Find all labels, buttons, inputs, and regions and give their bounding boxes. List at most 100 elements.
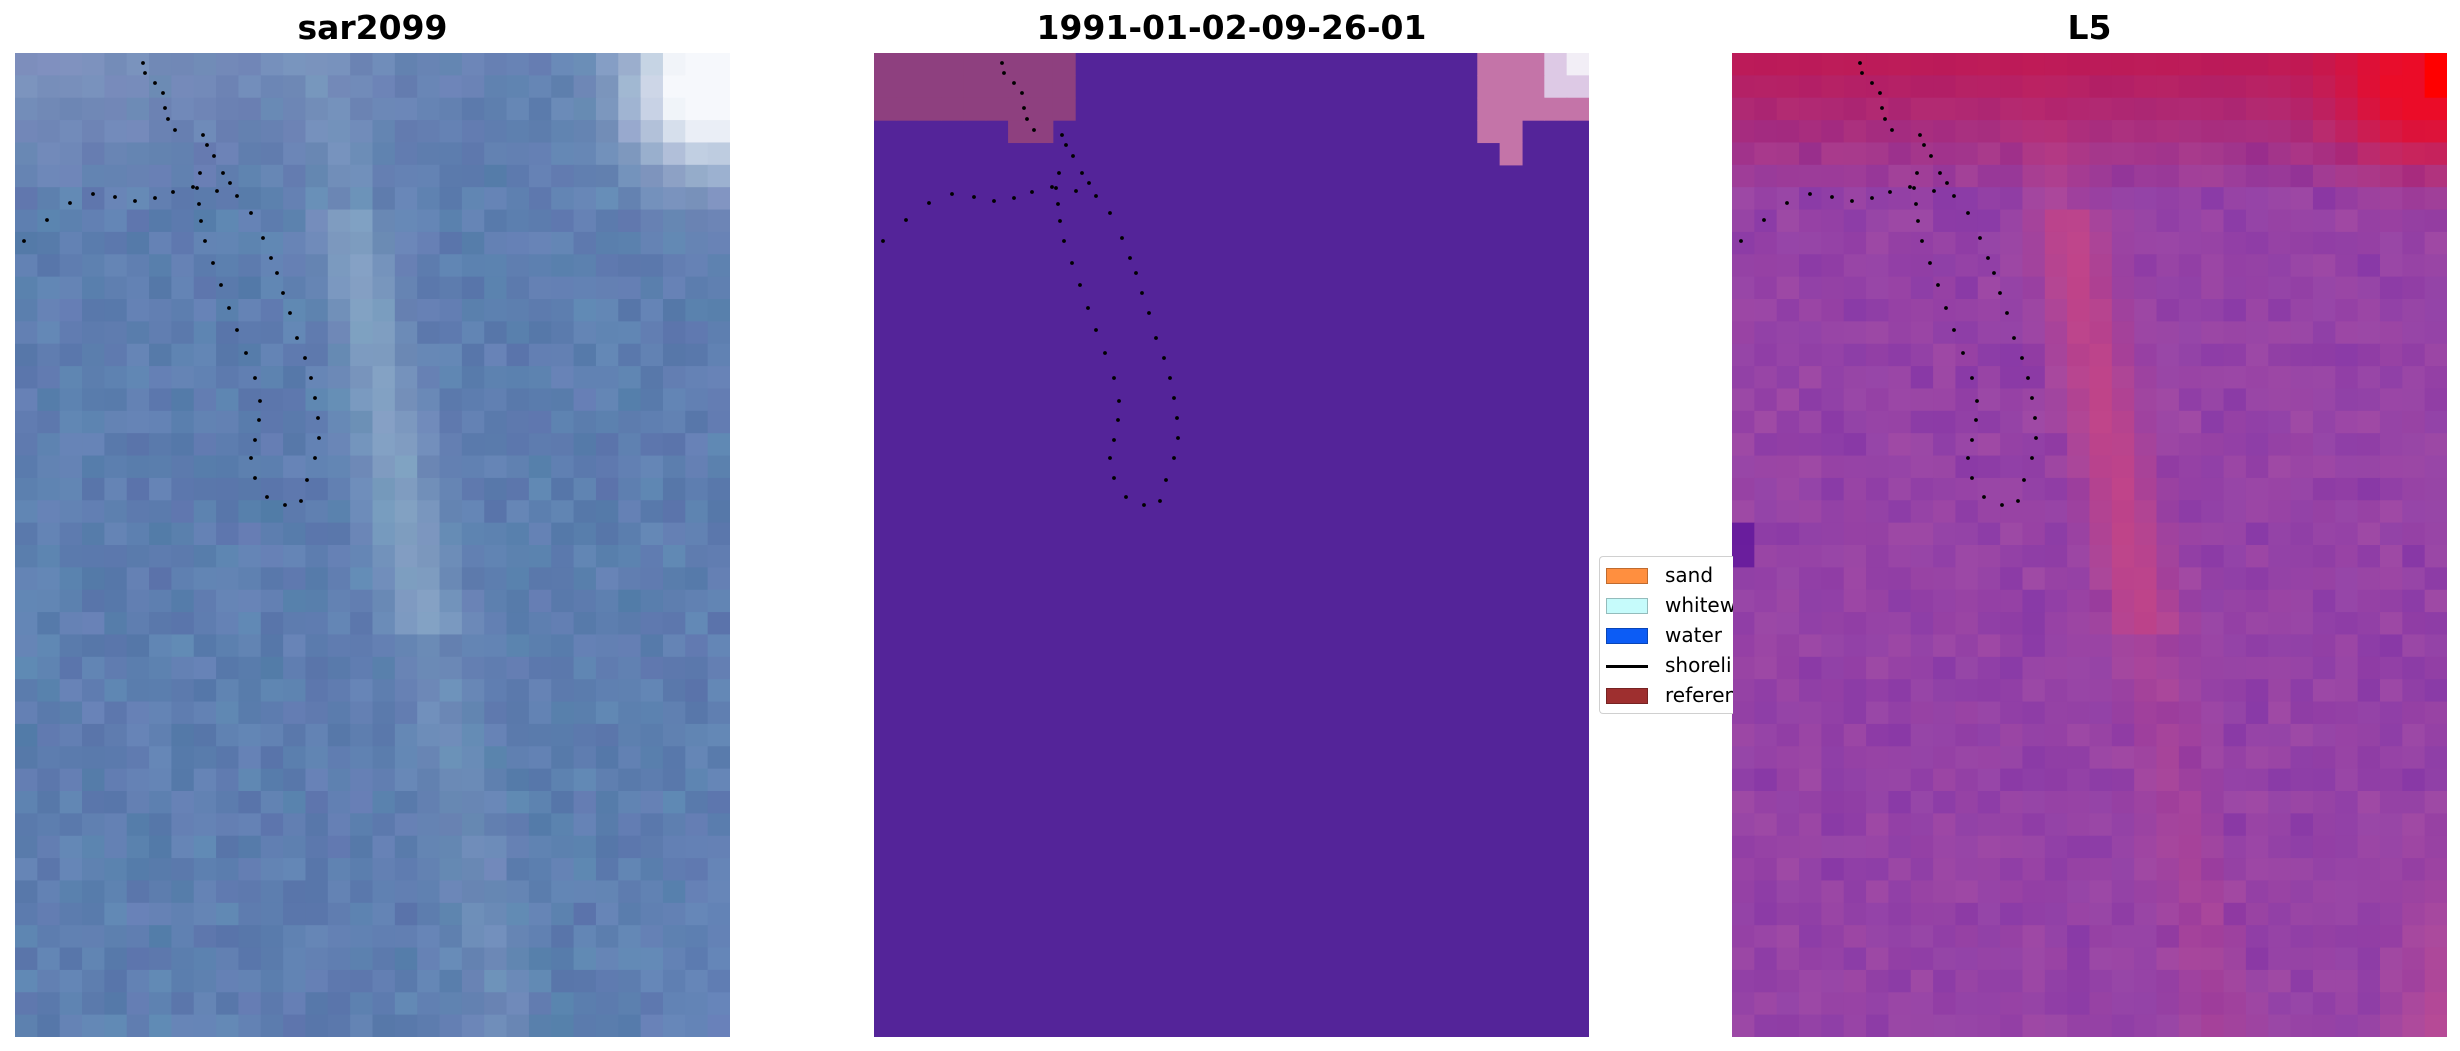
pixel (2111, 768, 2135, 792)
pixel (551, 500, 575, 524)
shoreline-point (1154, 336, 1158, 340)
pixel (171, 455, 195, 479)
pixel (394, 947, 418, 971)
pixel (1799, 500, 1822, 524)
pixel (640, 723, 664, 747)
pixel (283, 880, 307, 904)
pixel (126, 299, 150, 322)
pixel (528, 321, 552, 345)
shoreline-point (198, 171, 202, 175)
pixel (193, 209, 217, 233)
pixel (2201, 545, 2225, 568)
pixel (238, 276, 262, 300)
pixel (171, 746, 195, 770)
pixel (1521, 97, 1545, 121)
pixel (1866, 791, 1889, 814)
shoreline-point (133, 199, 137, 203)
pixel (640, 321, 664, 345)
pixel (506, 589, 530, 613)
shoreline-point (1978, 236, 1982, 240)
pixel (2223, 366, 2247, 390)
pixel (2067, 723, 2091, 747)
pixel (618, 120, 642, 144)
pixel (1754, 858, 1778, 882)
shoreline-point (1112, 476, 1116, 480)
pixel (2000, 1014, 2024, 1037)
pixel (417, 634, 441, 658)
pixel (1843, 410, 1867, 434)
pixel (2089, 679, 2113, 703)
pixel (2245, 209, 2269, 233)
pixel (1799, 410, 1822, 434)
pixel (1933, 299, 1957, 322)
pixel (193, 947, 217, 971)
pixel (2357, 791, 2381, 814)
pixel (484, 366, 508, 390)
pixel (1933, 433, 1957, 457)
pixel (2134, 545, 2158, 568)
pixel (1776, 299, 1800, 322)
pixel (2424, 120, 2447, 144)
pixel (2290, 880, 2314, 904)
pixel (1866, 299, 1889, 322)
pixel (2245, 164, 2269, 188)
pixel (640, 500, 664, 524)
pixel (149, 701, 172, 725)
pixel (417, 902, 441, 926)
pixel (484, 902, 508, 926)
pixel (662, 813, 686, 837)
pixel (2223, 925, 2247, 949)
pixel (1955, 612, 1979, 636)
pixel (573, 209, 597, 233)
pixel (1866, 723, 1889, 747)
pixel (2268, 142, 2292, 166)
pixel (1910, 835, 1934, 859)
pixel (171, 231, 195, 255)
pixel (685, 187, 709, 211)
pixel (2312, 209, 2336, 233)
pixel (1843, 880, 1867, 904)
pixel (1955, 791, 1979, 814)
shoreline-point (235, 194, 239, 198)
pixel (2335, 142, 2359, 166)
pixel (305, 231, 329, 255)
pixel (1933, 701, 1957, 725)
pixel (126, 768, 150, 792)
shoreline-point (228, 181, 232, 185)
pixel (372, 880, 396, 904)
shoreline-point (1164, 478, 1168, 482)
pixel (15, 455, 38, 479)
pixel (216, 321, 240, 345)
pixel (1821, 97, 1845, 121)
pixel (2134, 969, 2158, 993)
pixel (260, 500, 284, 524)
pixel (372, 634, 396, 658)
pixel (305, 75, 329, 99)
pixel (484, 947, 508, 971)
pixel (1821, 366, 1845, 390)
pixel (2223, 164, 2247, 188)
pixel (1821, 1014, 1845, 1037)
pixel (484, 164, 508, 188)
pixel (484, 500, 508, 524)
shoreline-point (261, 236, 265, 240)
pixel (193, 813, 217, 837)
pixel (551, 925, 575, 949)
pixel (2402, 969, 2426, 993)
pixel (327, 947, 351, 971)
pixel (305, 589, 329, 613)
pixel (461, 366, 485, 390)
pixel (618, 231, 642, 255)
pixel (2223, 254, 2247, 278)
pixel (372, 321, 396, 345)
pixel (238, 53, 262, 76)
pixel (171, 545, 195, 568)
pixel (193, 992, 217, 1016)
pixel (707, 746, 730, 770)
pixel (1732, 343, 1755, 367)
pixel (685, 902, 709, 926)
shoreline-point (2005, 311, 2009, 315)
pixel (1910, 925, 1934, 949)
pixel (1955, 164, 1979, 188)
pixel (484, 723, 508, 747)
